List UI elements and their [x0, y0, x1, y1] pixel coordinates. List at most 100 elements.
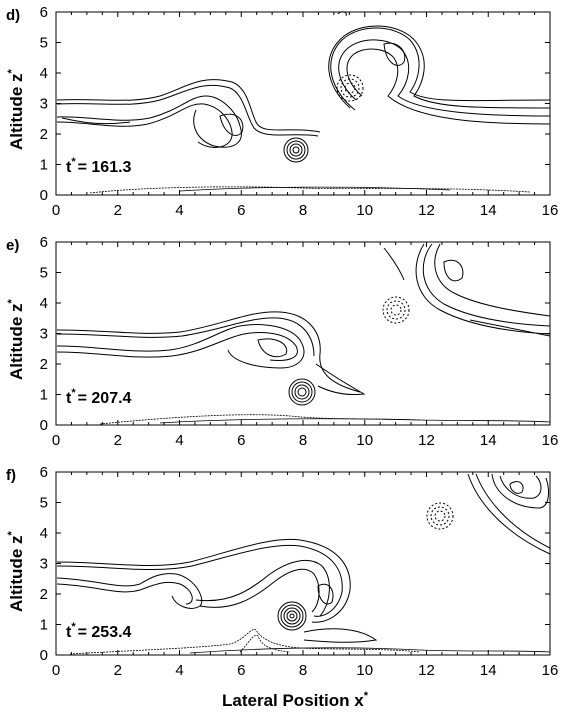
contour-line [257, 338, 288, 358]
contour-line [56, 544, 343, 617]
contour-line [422, 243, 551, 327]
panel-label: f) [6, 467, 16, 484]
y-tick-label: 5 [40, 495, 48, 512]
contour-line [56, 311, 361, 393]
x-tick-label: 16 [542, 202, 559, 219]
contour-line [315, 363, 366, 395]
contour-line [475, 473, 551, 549]
x-tick-label: 6 [237, 662, 245, 679]
y-tick-label: 4 [40, 525, 48, 542]
panel-f: f) Altitude z* t* = 253.4 0 2 4 6 8 10 12 14 16 0… [6, 464, 558, 710]
contour-line [509, 481, 524, 494]
panel-d: d) Altitude z* t* = 161.3 0 2 4 6 8 10 12 14 16 0… [6, 4, 558, 219]
x-tick-label: 0 [52, 202, 60, 219]
x-tick-label: 6 [237, 202, 245, 219]
dashed-eddy [426, 502, 454, 530]
x-tick-label: 10 [356, 202, 373, 219]
y-tick-label: 1 [40, 157, 48, 174]
ground-contour [159, 418, 551, 424]
x-tick-label: 10 [356, 432, 373, 449]
x-tick-label: 8 [299, 662, 307, 679]
x-tick-label: 8 [299, 202, 307, 219]
y-tick-label: 4 [40, 295, 48, 312]
y-tick-label: 3 [40, 96, 48, 113]
contour-line [56, 95, 242, 148]
contour-line [491, 473, 549, 509]
contour-line [499, 475, 542, 499]
x-axis-ticks: 0 2 4 6 8 10 12 14 16 [52, 472, 559, 679]
dashed-eddy [382, 296, 410, 324]
vortex-rings [277, 601, 307, 631]
y-tick-label: 2 [40, 126, 48, 143]
y-tick-label: 6 [40, 234, 48, 251]
contour-line [346, 48, 551, 125]
contour-line [328, 25, 551, 109]
vortex-rings [283, 137, 309, 163]
x-tick-label: 2 [114, 432, 122, 449]
y-tick-label: 0 [40, 647, 48, 664]
x-tick-label: 6 [237, 432, 245, 449]
x-tick-label: 12 [418, 202, 435, 219]
panel-label: d) [6, 7, 20, 24]
contour-line [56, 573, 203, 609]
contour-line [415, 243, 551, 335]
x-tick-label: 0 [52, 662, 60, 679]
y-axis-ticks: 0 1 2 3 4 5 6 [40, 4, 550, 204]
panel-label: e) [6, 237, 19, 254]
contour-line [383, 42, 406, 66]
y-tick-label: 2 [40, 586, 48, 603]
contour-line [56, 324, 305, 369]
contour-line [317, 583, 334, 605]
time-label: t* = 207.4 [66, 387, 132, 407]
ground-contour [239, 634, 291, 653]
contour-line [434, 243, 551, 317]
x-tick-label: 14 [480, 662, 497, 679]
x-axis-ticks: 0 2 4 6 8 10 12 14 16 [52, 242, 559, 449]
contour-line [56, 79, 321, 133]
contour-line [56, 84, 319, 137]
y-tick-label: 4 [40, 65, 48, 82]
contour-field [56, 243, 551, 425]
contour-line [219, 113, 244, 136]
x-tick-label: 14 [480, 432, 497, 449]
x-tick-label: 4 [175, 432, 183, 449]
x-tick-label: 16 [542, 432, 559, 449]
contour-field [56, 473, 551, 655]
contour-line [61, 117, 131, 125]
x-tick-label: 10 [356, 662, 373, 679]
time-label: t* = 253.4 [66, 621, 132, 641]
contour-line [56, 103, 233, 148]
y-tick-label: 1 [40, 617, 48, 634]
y-tick-label: 3 [40, 556, 48, 573]
x-tick-label: 4 [175, 202, 183, 219]
contour-line [195, 559, 330, 617]
contour-line [56, 538, 351, 623]
contour-line [469, 319, 551, 337]
vortex-rings [288, 378, 316, 406]
ground-contour [89, 186, 531, 194]
x-axis-ticks: 0 2 4 6 8 10 12 14 16 [52, 12, 559, 219]
time-label: t* = 161.3 [66, 156, 132, 176]
contour-line [337, 11, 347, 17]
y-tick-label: 2 [40, 356, 48, 373]
x-tick-label: 16 [542, 662, 559, 679]
y-tick-label: 5 [40, 265, 48, 282]
contour-line [56, 581, 193, 605]
y-tick-label: 0 [40, 417, 48, 434]
contour-line [443, 259, 464, 282]
dashed-eddy [336, 74, 364, 102]
y-tick-label: 5 [40, 35, 48, 52]
ground-contour [99, 414, 421, 425]
contour-line [383, 247, 405, 281]
y-axis-ticks: 0 1 2 3 4 5 6 [40, 464, 550, 664]
y-tick-label: 1 [40, 387, 48, 404]
x-tick-label: 12 [418, 662, 435, 679]
x-axis-label: Lateral Position x* [222, 690, 369, 710]
ground-contour [189, 647, 551, 654]
y-tick-label: 6 [40, 4, 48, 21]
contour-line [338, 39, 551, 117]
contour-line [330, 27, 551, 111]
contour-field [56, 11, 551, 194]
y-tick-label: 0 [40, 187, 48, 204]
x-tick-label: 2 [114, 662, 122, 679]
